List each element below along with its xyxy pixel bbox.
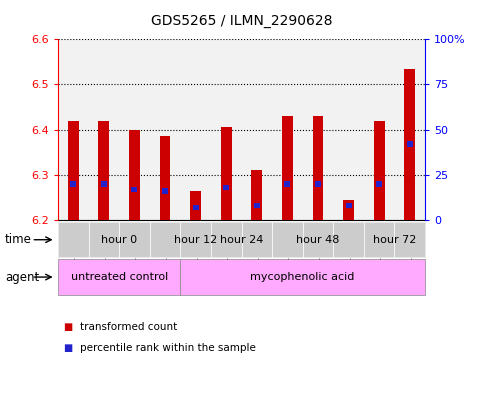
Text: ■: ■	[63, 321, 72, 332]
Bar	[345, 203, 352, 208]
Bar	[211, 39, 242, 220]
Bar	[395, 39, 425, 220]
Bar	[190, 191, 201, 220]
Bar	[404, 69, 415, 220]
Bar	[99, 121, 109, 220]
Bar	[252, 171, 262, 220]
Text: percentile rank within the sample: percentile rank within the sample	[80, 343, 256, 353]
Bar	[160, 136, 170, 220]
Bar	[88, 39, 119, 220]
Text: hour 0: hour 0	[101, 235, 137, 245]
Text: time: time	[5, 233, 32, 246]
Bar	[303, 39, 333, 220]
Bar	[131, 187, 138, 192]
Bar	[150, 39, 180, 220]
Text: hour 48: hour 48	[296, 235, 340, 245]
Text: ■: ■	[63, 343, 72, 353]
Bar	[272, 39, 303, 220]
Bar	[119, 39, 150, 220]
Bar	[376, 181, 382, 187]
Bar	[101, 181, 107, 187]
Bar	[58, 39, 88, 220]
Bar	[282, 116, 293, 220]
Text: agent: agent	[5, 270, 39, 284]
Bar	[242, 39, 272, 220]
Bar	[315, 181, 321, 187]
Bar	[407, 141, 413, 147]
Bar	[221, 127, 231, 220]
Bar	[313, 116, 323, 220]
Bar	[254, 203, 260, 208]
Text: hour 24: hour 24	[220, 235, 263, 245]
Text: hour 12: hour 12	[174, 235, 217, 245]
Bar	[193, 205, 199, 210]
Text: GDS5265 / ILMN_2290628: GDS5265 / ILMN_2290628	[151, 14, 332, 28]
Text: mycophenolic acid: mycophenolic acid	[251, 272, 355, 282]
Bar	[70, 181, 76, 187]
Bar	[223, 185, 229, 190]
Bar	[162, 189, 168, 194]
Bar	[333, 39, 364, 220]
Bar	[180, 39, 211, 220]
Text: untreated control: untreated control	[71, 272, 168, 282]
Bar	[129, 130, 140, 220]
Bar	[374, 121, 384, 220]
Text: hour 72: hour 72	[373, 235, 416, 245]
Bar	[284, 181, 290, 187]
Bar	[68, 121, 79, 220]
Text: transformed count: transformed count	[80, 321, 177, 332]
Bar	[343, 200, 354, 220]
Bar	[364, 39, 395, 220]
